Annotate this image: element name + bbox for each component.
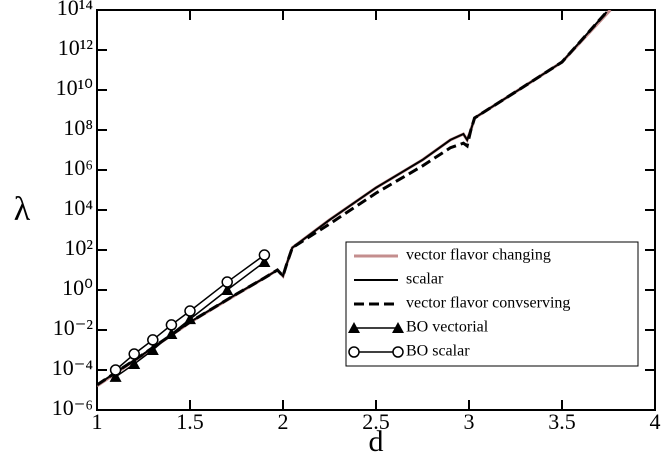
y-tick-label: 10⁴ [63,195,93,220]
legend-label: vector flavor convserving [406,295,570,312]
circle-marker [165,319,178,331]
y-tick-label: 10¹⁴ [57,0,94,20]
x-tick-label: 2 [278,409,289,434]
triangle-marker [128,357,141,369]
legend-label: BO scalar [406,343,470,360]
circle-marker [109,364,122,376]
x-tick-label: 3.5 [548,409,576,434]
y-tick-label: 10⁶ [63,155,93,180]
triangle-marker [348,322,360,333]
circle-marker [348,346,360,358]
legend-label: vector flavor changing [406,247,551,264]
triangle-marker [258,256,271,268]
circle-marker [128,348,140,360]
y-tick-label: 10¹⁰ [56,75,94,100]
x-tick-label: 1.5 [176,409,204,434]
circle-marker [184,305,196,317]
series-line [97,10,608,387]
x-tick-label: 1 [92,409,103,434]
y-tick-label: 10² [64,235,93,260]
y-axis-label: λ [14,191,31,228]
circle-marker [147,334,159,346]
triangle-marker [109,370,122,382]
legend-label: BO vectorial [406,319,489,336]
triangle-marker [165,328,178,340]
x-tick-label: 2.5 [362,409,390,434]
y-tick-label: 10⁸ [63,115,93,140]
triangle-marker [392,322,404,333]
x-axis-label: d [369,425,384,458]
x-tick-label: 4 [650,409,661,434]
circle-marker [221,276,233,288]
y-tick-label: 10¹² [58,35,94,60]
y-tick-label: 10⁻² [53,315,94,340]
triangle-marker [184,313,196,325]
circle-marker [392,346,404,358]
legend-label: scalar [406,271,444,288]
plot-area [97,10,612,388]
triangle-marker [221,284,234,295]
y-tick-label: 10⁻⁴ [52,355,94,380]
legend-box [345,241,639,367]
triangle-marker [146,344,159,355]
circle-marker [258,249,271,261]
x-tick-label: 3 [464,409,475,434]
y-tick-label: 10⁻⁶ [52,395,93,420]
y-tick-label: 10⁰ [62,275,93,300]
